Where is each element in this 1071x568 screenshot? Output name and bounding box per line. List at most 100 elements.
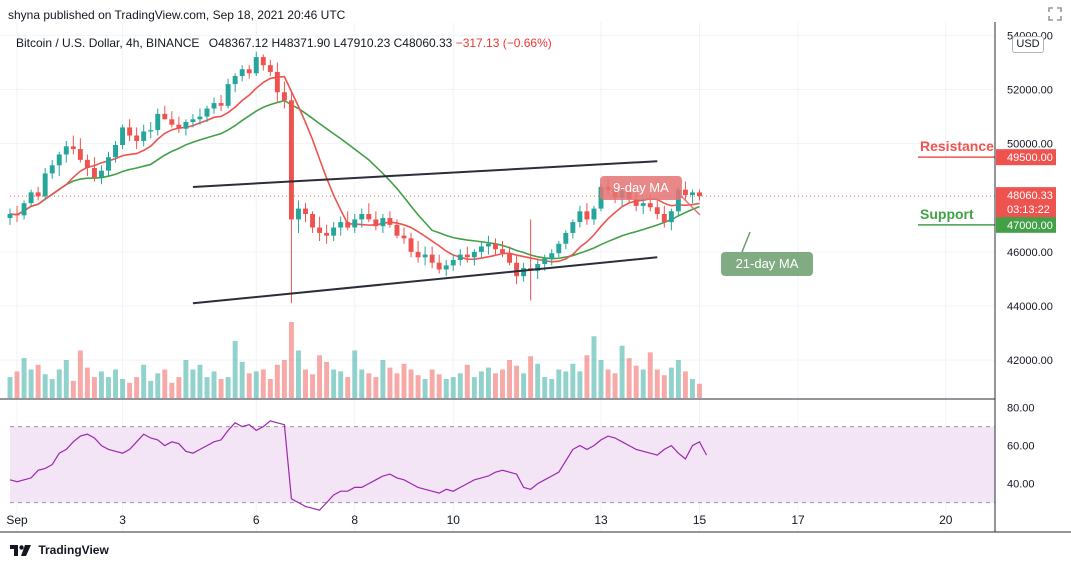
candle-body [141,131,147,141]
price-tick-label: 52000.00 [1007,85,1053,97]
volume-bar [436,374,442,398]
candle-body [176,124,182,129]
volume-bar [197,364,203,398]
volume-bar [176,377,182,398]
candle-body [394,224,400,236]
volume-bar [661,375,667,398]
volume-bar [352,350,358,398]
currency-button[interactable]: USD [1012,36,1044,53]
candle-body [14,214,20,216]
volume-bar [521,373,527,398]
candle-body [70,146,76,150]
candle-body [521,268,527,277]
volume-bar [310,374,315,398]
support-label: Support [920,206,974,222]
candle-body [542,258,548,265]
tradingview-logo[interactable]: TradingView [10,543,109,557]
candle-body [478,246,484,252]
candle-body [485,243,491,247]
candle-body [471,251,477,258]
candle-body [190,119,196,122]
candle-body [232,76,238,85]
candle-body [296,208,301,220]
ma9-callout-text: 9-day MA [613,180,669,195]
candle-body [408,238,414,252]
candle-body [317,227,323,233]
volume-bar [471,377,477,398]
volume-bar [668,367,674,398]
price-tick-label: 46000.00 [1007,247,1053,259]
volume-bar [21,358,27,398]
volume-bar [500,369,505,398]
candle-body [21,203,27,216]
volume-bar [232,341,238,398]
candle-body [225,84,231,106]
volume-bar [42,374,48,398]
candle-body [556,243,562,254]
tradingview-logo-icon [10,545,31,557]
candle-body [450,260,456,266]
candle-body [204,108,210,117]
volume-bar [366,373,372,398]
time-tick-label: Sep [6,513,28,527]
volume-bar [246,373,252,398]
time-tick-label: 10 [447,513,461,527]
volume-bar [63,360,69,398]
rsi-band [10,426,995,503]
candle-body [682,189,688,196]
volume-bar [457,373,463,398]
candle-body [366,214,372,220]
candle-body [352,219,358,228]
channel-lower-line [192,256,658,305]
ohlc-low: L47910.23 [333,36,391,50]
volume-bar [584,355,590,398]
volume-bar [296,350,301,398]
candle-body [99,170,104,178]
volume-bar [394,373,400,398]
ma21-callout: 21-day MA [721,252,813,276]
candle-body [500,249,505,254]
volume-bar [91,377,97,398]
volume-bar [450,377,456,398]
time-tick-label: 13 [594,513,608,527]
candle-body [436,262,442,270]
candle-body [640,203,646,206]
candle-body [380,218,386,227]
current-price-tag [996,187,1056,218]
volume-bar [640,369,646,398]
candle-body [429,254,435,263]
volume-bar [288,322,294,398]
volume-bar [169,382,175,398]
volume-bar [493,373,498,398]
ma9-callout-box [600,176,682,200]
volume-bar [690,379,695,398]
candle-body [549,253,555,259]
time-tick-label: 6 [253,513,260,527]
volume-bar [155,373,161,398]
candle-body [84,159,90,168]
volume-bar [218,379,224,398]
ma21-callout-text: 21-day MA [736,256,799,271]
candle-body [246,69,252,74]
candle-body [514,262,520,277]
rsi-tick-label: 60.00 [1007,441,1035,453]
resistance-label: Resistance [920,138,994,154]
volume-bar [380,360,386,398]
ma21-line [9,99,700,260]
candle-body [697,192,702,197]
volume-bar [303,369,308,398]
candle-body [591,208,597,220]
support-price-tag [996,216,1056,233]
volume-bar [127,382,133,398]
volume-bar [225,377,231,398]
ma21-callout-pointer [741,231,751,253]
volume-bar [148,380,154,398]
volume-bar [239,361,245,398]
candle-body [162,113,168,120]
volume-bar [542,377,548,398]
volume-bar [14,371,20,398]
volume-bar [162,369,168,398]
fullscreen-icon[interactable] [1046,5,1064,23]
candle-body [42,173,48,197]
